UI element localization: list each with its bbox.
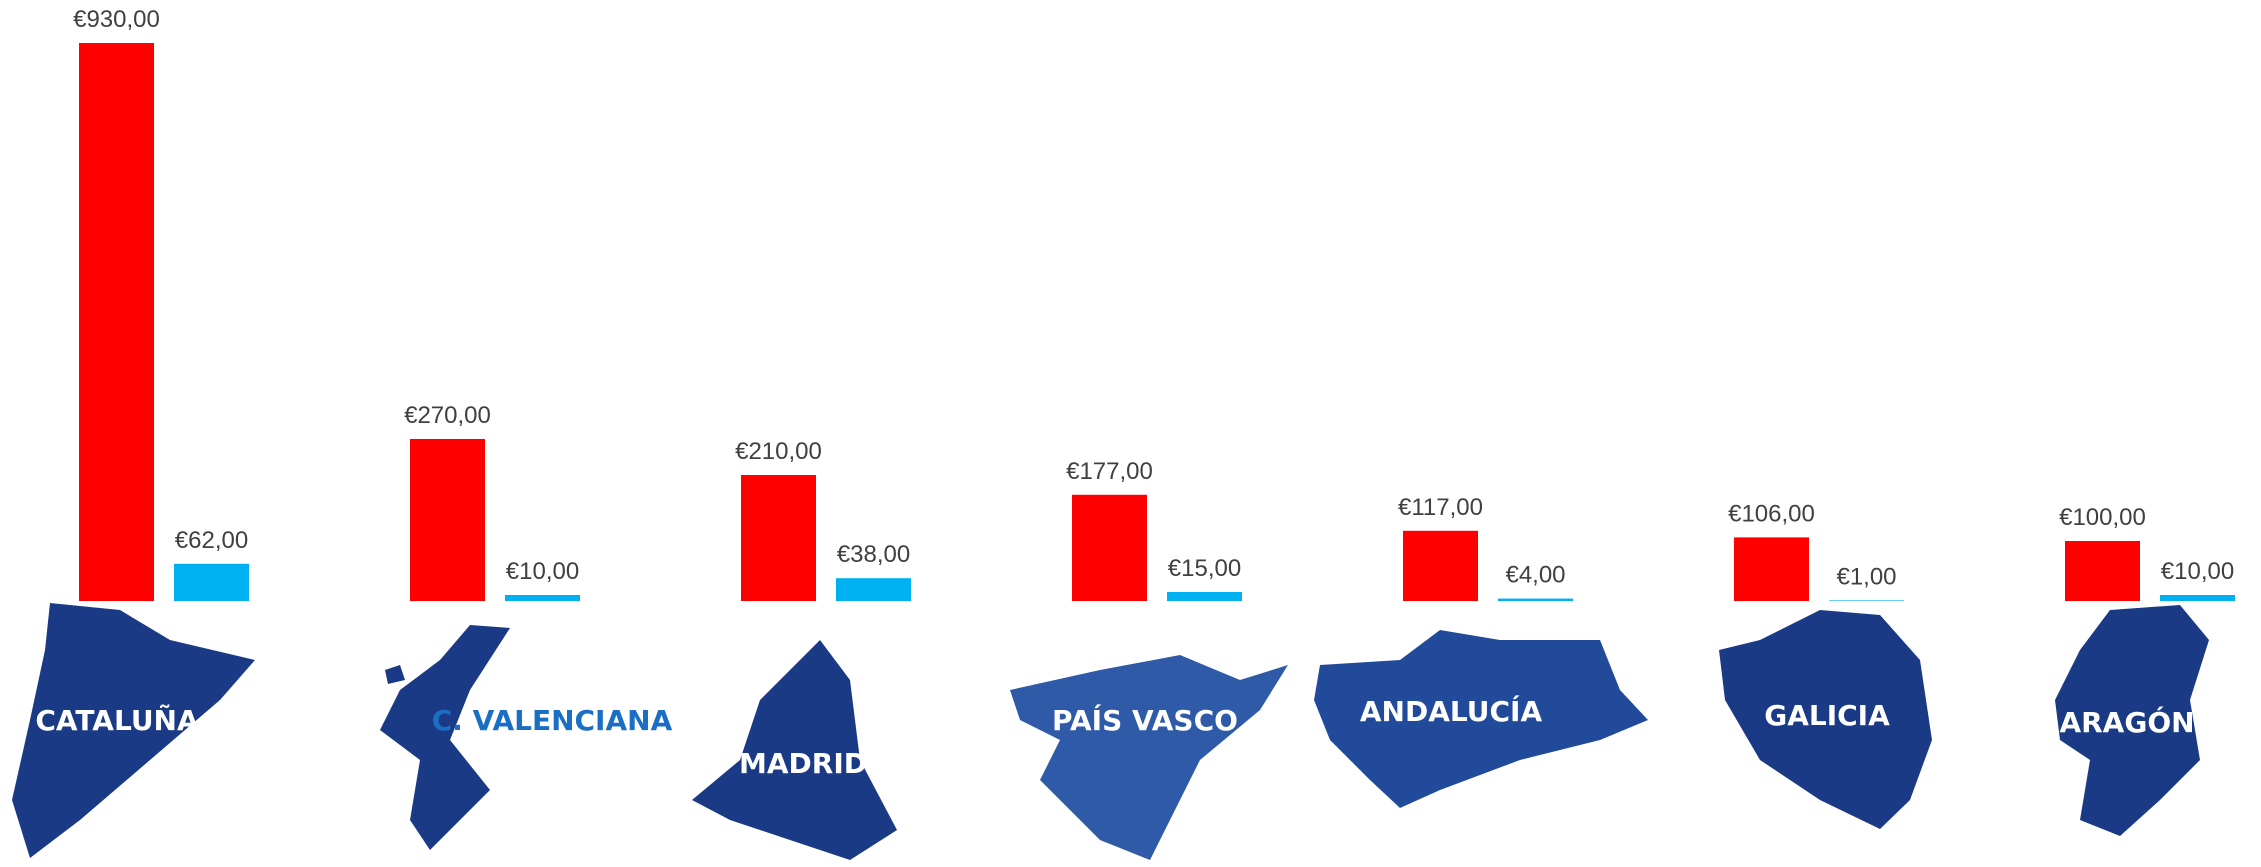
region-maps	[12, 603, 2209, 860]
map-andalucia	[1314, 630, 1648, 808]
value-label: €210,00	[735, 438, 822, 465]
map-valenciana	[380, 625, 510, 850]
value-label: €38,00	[837, 541, 910, 568]
value-label: €930,00	[73, 6, 160, 33]
value-label: €15,00	[1168, 555, 1241, 582]
bar	[174, 563, 249, 601]
bar	[741, 475, 816, 601]
value-label: €100,00	[2059, 504, 2146, 531]
value-label: €10,00	[506, 558, 579, 585]
bar	[1829, 600, 1904, 601]
bar	[2160, 595, 2235, 601]
category-label: ARAGÓN	[2059, 705, 2194, 739]
value-label: €4,00	[1505, 562, 1565, 589]
map-galicia	[1719, 610, 1932, 829]
category-label: MADRID	[739, 747, 867, 780]
value-label: €177,00	[1066, 458, 1153, 485]
bar	[1498, 598, 1573, 601]
bar	[1167, 592, 1242, 601]
category-label: CATALUÑA	[35, 703, 199, 737]
category-label: PAÍS VASCO	[1052, 703, 1238, 737]
value-label: €117,00	[1398, 494, 1483, 521]
bar	[1072, 494, 1147, 601]
bar	[2065, 541, 2140, 601]
map-cataluna	[12, 603, 255, 858]
map-madrid	[692, 640, 897, 860]
bar	[1403, 530, 1478, 601]
category-label: GALICIA	[1764, 699, 1890, 732]
category-label: C. VALENCIANA	[432, 704, 673, 737]
category-label: ANDALUCÍA	[1360, 694, 1543, 728]
value-label: €270,00	[404, 402, 491, 429]
map-aragon	[2055, 605, 2209, 836]
bar	[836, 578, 911, 601]
bar	[79, 43, 154, 601]
bar	[1734, 537, 1809, 601]
bar	[410, 439, 485, 601]
value-label: €10,00	[2161, 558, 2234, 585]
value-label: €106,00	[1728, 500, 1815, 527]
value-label: €62,00	[175, 527, 248, 554]
bar	[505, 595, 580, 601]
value-label: €1,00	[1836, 563, 1896, 590]
map-pais-vasco	[1010, 655, 1288, 860]
